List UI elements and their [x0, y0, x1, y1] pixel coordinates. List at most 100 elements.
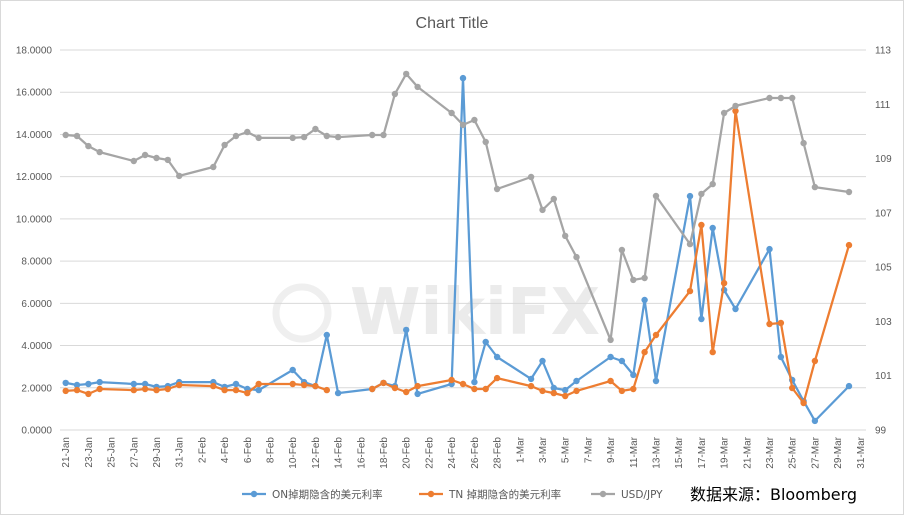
series-group	[62, 74, 853, 425]
series-group	[62, 107, 853, 407]
data-point	[493, 353, 501, 361]
data-point	[539, 387, 546, 395]
data-point	[686, 287, 694, 295]
y-axis-left: 0.0000 2.0000 4.0000 6.0000 8.0000 10.0000 12.…	[16, 46, 53, 437]
data-point	[323, 386, 330, 394]
data-point	[630, 385, 637, 393]
data-point	[255, 380, 262, 388]
data-point	[482, 338, 489, 346]
data-point	[789, 94, 796, 102]
x-tick-label: 29-Mar	[833, 436, 844, 468]
x-tick-label: 19-Mar	[720, 436, 731, 468]
data-point	[289, 134, 296, 142]
legend-label: ON掉期隐含的美元利率	[272, 488, 383, 501]
x-tick-label: 31-Mar	[856, 436, 867, 468]
x-tick-label: 18-Feb	[379, 437, 390, 469]
y2-tick-label: 105	[875, 263, 892, 274]
data-point	[607, 353, 614, 361]
legend-item-tn-rate: TN 掉期隐含的美元利率	[419, 488, 561, 501]
data-point	[550, 195, 557, 203]
y2-tick-label: 101	[875, 371, 892, 382]
x-tick-label: 1-Mar	[515, 436, 526, 463]
data-point	[96, 378, 103, 386]
x-tick-label: 3-Mar	[538, 436, 549, 463]
data-point	[709, 180, 716, 188]
data-point	[732, 107, 739, 115]
data-point	[562, 232, 569, 240]
data-point	[698, 315, 705, 323]
data-point	[300, 381, 308, 389]
data-point	[732, 305, 739, 313]
data-point	[255, 386, 262, 394]
data-point	[73, 381, 81, 389]
data-point	[720, 279, 728, 287]
data-point	[573, 377, 580, 385]
data-point	[527, 382, 535, 390]
data-point	[334, 133, 342, 141]
data-point	[493, 185, 501, 193]
data-point	[709, 348, 716, 356]
data-point	[164, 385, 171, 393]
x-tick-label: 4-Feb	[220, 437, 231, 464]
data-point	[562, 392, 569, 400]
y-tick-label: 12.0000	[16, 172, 53, 183]
data-point	[607, 336, 614, 344]
data-point	[766, 245, 773, 253]
data-point	[141, 380, 149, 388]
x-tick-label: 23-Jan	[84, 437, 95, 468]
source-note: 数据来源：Bloomberg	[690, 485, 857, 504]
watermark-logo-icon	[272, 283, 332, 343]
plot-series	[62, 70, 853, 425]
legend-marker-icon	[250, 490, 258, 498]
data-point	[777, 319, 785, 327]
data-point	[289, 366, 296, 374]
data-point	[493, 374, 501, 382]
data-point	[811, 417, 819, 425]
data-point	[391, 90, 399, 98]
data-point	[482, 385, 489, 393]
data-point	[845, 241, 853, 249]
data-point	[459, 74, 467, 82]
data-point	[232, 132, 240, 140]
data-point	[573, 387, 580, 395]
data-point	[471, 378, 478, 386]
data-point	[221, 141, 228, 149]
watermark-text: WikiFX	[350, 276, 600, 350]
y-tick-label: 14.0000	[16, 130, 53, 141]
data-point	[630, 276, 637, 284]
x-tick-label: 17-Mar	[697, 436, 708, 468]
x-tick-label: 20-Feb	[402, 437, 413, 469]
data-point	[618, 246, 626, 254]
data-point	[539, 206, 546, 214]
x-tick-label: 23-Mar	[765, 436, 776, 468]
data-point	[527, 375, 535, 383]
y-tick-label: 18.0000	[16, 46, 53, 57]
data-point	[62, 379, 69, 387]
data-point	[811, 183, 819, 191]
data-point	[176, 381, 183, 389]
data-point	[62, 131, 69, 139]
x-tick-label: 11-Mar	[629, 436, 640, 468]
data-point	[686, 240, 694, 248]
data-point	[414, 382, 421, 390]
data-point	[800, 139, 807, 147]
data-point	[391, 384, 399, 392]
legend-marker-icon	[427, 490, 435, 498]
x-tick-label: 7-Mar	[583, 436, 594, 463]
data-point	[789, 384, 796, 392]
data-point	[403, 70, 410, 78]
x-tick-label: 27-Jan	[129, 437, 140, 468]
data-point	[709, 224, 716, 232]
data-point	[130, 380, 137, 388]
data-point	[573, 253, 580, 261]
data-point	[300, 133, 308, 141]
data-point	[244, 128, 251, 136]
data-point	[153, 386, 160, 394]
data-point	[641, 348, 648, 356]
series-group	[62, 70, 853, 344]
legend: ON掉期隐含的美元利率 TN 掉期隐含的美元利率 USD/JPY	[242, 488, 663, 501]
data-point	[85, 380, 92, 388]
data-point	[255, 134, 262, 142]
x-tick-label: 12-Feb	[311, 437, 322, 469]
